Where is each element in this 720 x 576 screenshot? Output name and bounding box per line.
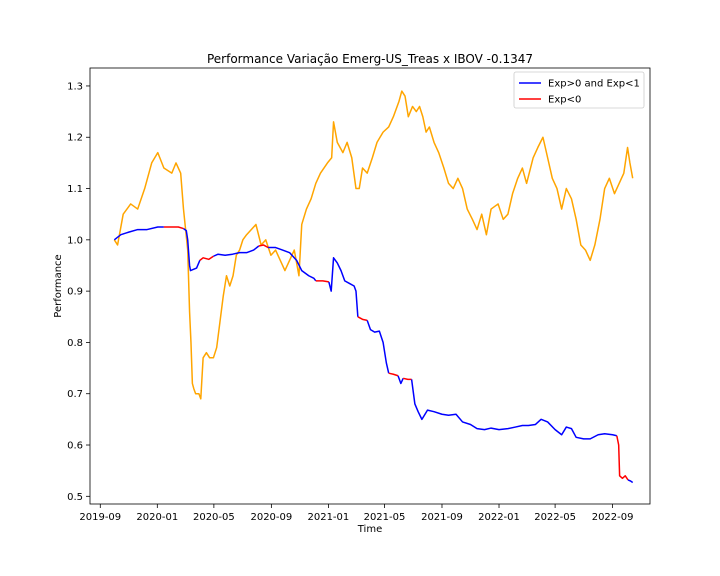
x-tick-label: 2021-01: [307, 512, 349, 523]
series-line-12: [388, 372, 399, 377]
chart-title: Performance Variação Emerg-US_Treas x IB…: [207, 52, 533, 66]
series-line-4: [199, 255, 214, 261]
y-tick-label: 0.5: [67, 492, 83, 503]
y-tick-label: 0.7: [67, 389, 83, 400]
x-tick-label: 2021-09: [421, 512, 463, 523]
y-tick-label: 0.6: [67, 441, 83, 452]
series-line-16: [616, 435, 629, 481]
legend-box: [513, 71, 645, 109]
y-tick-label: 1.2: [67, 133, 83, 144]
y-tick-label: 1.3: [67, 81, 83, 92]
x-tick-label: 2020-09: [250, 512, 292, 523]
x-tick-label: 2020-05: [193, 512, 235, 523]
x-tick-label: 2022-05: [534, 512, 576, 523]
x-tick-label: 2020-01: [136, 512, 178, 523]
series-line-9: [328, 257, 359, 317]
series-line-5: [213, 245, 260, 257]
series-line-7: [268, 246, 317, 282]
y-axis: 0.5 0.6 0.7 0.8 0.9 1.0 1.1 1.2 1.3: [67, 81, 90, 503]
x-tick-label: 2019-09: [79, 512, 121, 523]
series-line-17: [627, 479, 634, 484]
series-line-15: [410, 379, 617, 440]
series-line-1: [113, 226, 164, 241]
series-line-14: [403, 377, 412, 381]
legend-label: Exp>0 and Exp<1: [548, 79, 640, 90]
y-axis-title: Performance: [53, 254, 64, 317]
x-tick-label: 2022-09: [592, 512, 634, 523]
series-line-8: [315, 280, 329, 283]
legend: Exp>0 and Exp<1 Exp<0: [513, 71, 645, 109]
y-tick-label: 1.0: [67, 235, 83, 246]
x-axis: 2019-09 2020-01 2020-05 2020-09 2021-01 2021-…: [79, 504, 634, 523]
series-line-10: [357, 316, 368, 322]
series-line-11: [366, 320, 390, 374]
legend-label: Exp<0: [548, 95, 581, 106]
series-line-13: [397, 375, 404, 385]
series-line-3: [183, 227, 201, 272]
series-line-2: [163, 226, 184, 230]
y-tick-label: 0.8: [67, 338, 83, 349]
plot-frame: [89, 67, 651, 505]
plot-lines: [113, 90, 634, 484]
x-tick-label: 2021-05: [364, 512, 406, 523]
y-tick-label: 1.1: [67, 184, 83, 195]
x-axis-title: Time: [357, 524, 382, 535]
x-tick-label: 2022-01: [478, 512, 520, 523]
series-line-0: [113, 90, 634, 400]
y-tick-label: 0.9: [67, 287, 83, 298]
series-line-6: [258, 244, 269, 249]
